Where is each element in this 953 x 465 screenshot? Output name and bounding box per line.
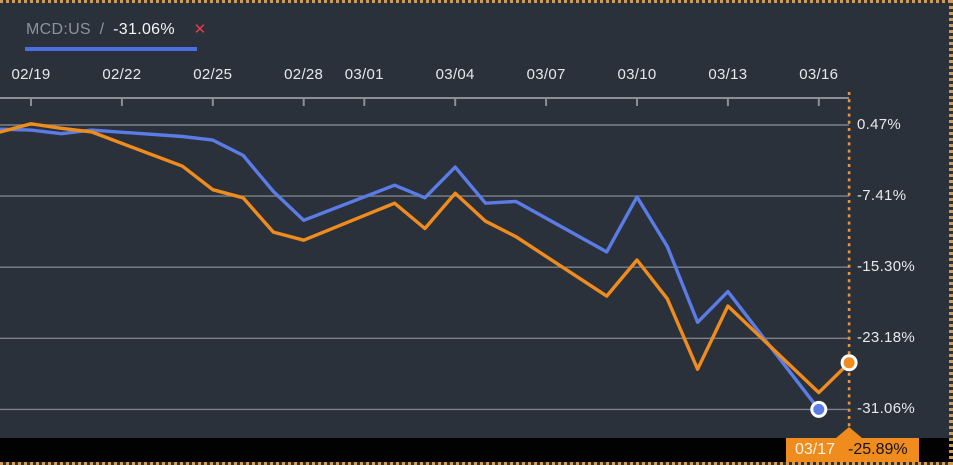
series-line-2 <box>0 122 851 395</box>
legend-separator: / <box>99 21 105 38</box>
y-tick-label: -23.18% <box>857 329 915 347</box>
series-line-1 <box>0 127 821 412</box>
x-tick-label: 03/07 <box>526 66 566 83</box>
legend-underline <box>25 47 197 51</box>
frame-border-right <box>949 0 953 465</box>
y-tick-label: 0.47% <box>857 116 902 133</box>
legend-change-value: -31.06% <box>113 21 175 38</box>
x-tick-label: 03/13 <box>708 66 748 83</box>
series-end-marker-1 <box>810 400 828 418</box>
y-tick-label: -7.41% <box>857 187 907 205</box>
x-tick-label: 02/28 <box>284 66 324 83</box>
badge-pointer-icon <box>836 427 862 438</box>
legend-row: MCD:US / -31.06% ✕ <box>26 19 207 40</box>
badge-date: 03/17 <box>795 441 836 458</box>
x-tick-label: 03/04 <box>435 66 475 83</box>
x-tick-label: 03/10 <box>617 66 657 83</box>
x-tick-label: 02/25 <box>193 66 233 83</box>
legend-ticker[interactable]: MCD:US <box>26 21 91 38</box>
date-badge: 03/17 -25.89% <box>786 438 919 462</box>
frame-border-bottom <box>0 462 953 465</box>
frame-border-top <box>0 0 953 3</box>
y-tick-label: -15.30% <box>857 258 915 276</box>
close-icon[interactable]: ✕ <box>193 21 207 38</box>
badge-value: -25.89% <box>848 441 908 458</box>
y-tick-label: -31.06% <box>857 400 915 418</box>
x-tick-label: 03/01 <box>344 66 384 83</box>
x-tick-label: 02/22 <box>102 66 142 83</box>
series-end-marker-2 <box>840 354 858 372</box>
x-tick-label: 03/16 <box>799 66 839 83</box>
x-tick-label: 02/19 <box>11 66 51 83</box>
